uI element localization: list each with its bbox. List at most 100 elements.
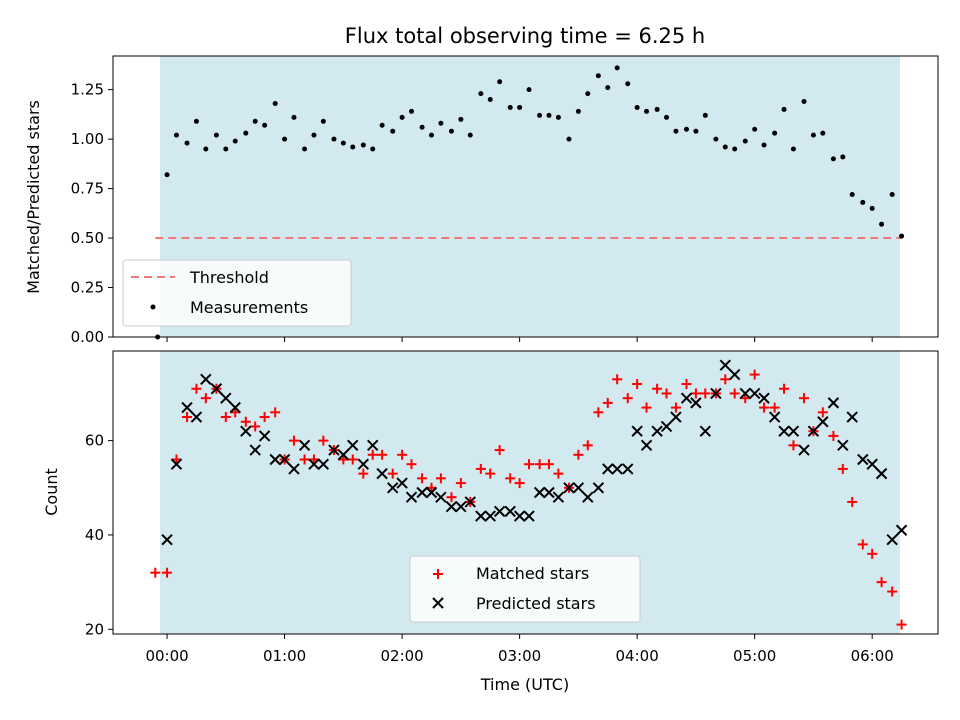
- matched-star-point: [817, 407, 828, 418]
- predicted-star-point: [190, 411, 203, 423]
- predicted-star-point: [328, 444, 340, 456]
- measurement-point: [537, 112, 543, 118]
- matched-star-point: [573, 449, 584, 460]
- matched-star-point: [828, 430, 839, 441]
- measurement-point: [849, 192, 855, 198]
- predicted-star-point: [895, 524, 908, 536]
- measurement-point: [722, 144, 728, 150]
- measurement-point: [184, 140, 190, 146]
- measurement-point: [684, 126, 690, 132]
- matched-star-point: [690, 388, 701, 399]
- matched-star-point: [220, 412, 231, 423]
- bottom-y-tick-label: 20: [85, 620, 104, 638]
- measurement-point: [546, 112, 552, 118]
- predicted-star-point: [425, 486, 438, 499]
- matched-star-point: [406, 459, 417, 470]
- measurement-point: [761, 142, 767, 148]
- matched-star-point: [799, 393, 810, 404]
- predicted-star-point: [827, 397, 840, 409]
- bottom-legend: Matched stars Predicted stars: [409, 555, 641, 623]
- measurement-point: [213, 132, 219, 138]
- predicted-star-point: [651, 425, 663, 437]
- top-y-tick-label: 1.25: [71, 81, 104, 99]
- top-y-axis-label: Matched/Predicted stars: [24, 100, 43, 294]
- measurement-point: [350, 144, 356, 150]
- predicted-star-point: [572, 482, 585, 494]
- matched-star-point: [593, 407, 604, 418]
- predicted-star-point: [778, 425, 790, 437]
- measurement-point: [781, 106, 787, 112]
- matched-star-point: [729, 388, 740, 399]
- measurement-point: [810, 132, 816, 138]
- predicted-star-point: [308, 458, 320, 470]
- top-legend-box: [122, 259, 352, 327]
- predicted-star-point: [405, 491, 418, 503]
- matched-legend-label: Matched stars: [476, 564, 589, 583]
- measurement-point: [419, 124, 425, 130]
- x-axis-label: Time (UTC): [480, 675, 569, 694]
- predicted-star-point: [817, 416, 829, 428]
- matched-star-point: [759, 402, 770, 413]
- measurement-point: [801, 99, 807, 105]
- predicted-star-point: [866, 458, 878, 470]
- predicted-star-point: [376, 467, 388, 480]
- bottom-axes-frame: [112, 350, 939, 635]
- measurement-point: [478, 91, 484, 97]
- predicted-star-point: [220, 392, 232, 404]
- measurement-point: [790, 146, 796, 152]
- predicted-star-point: [798, 444, 810, 456]
- matched-star-point: [162, 567, 173, 578]
- predicted-star-point: [298, 439, 311, 452]
- measurement-point: [860, 199, 866, 205]
- matched-star-point: [769, 402, 780, 413]
- measurement-point: [595, 73, 601, 79]
- measurement-point: [497, 79, 503, 85]
- predicted-star-point: [523, 510, 535, 522]
- predicted-star-point: [337, 449, 350, 461]
- matched-star-point: [544, 459, 555, 470]
- matched-star-point: [582, 440, 593, 451]
- bottom-y-tick-label: 60: [85, 432, 104, 450]
- bottom-marks: [150, 359, 908, 630]
- matched-star-point: [455, 478, 466, 489]
- measurement-point: [732, 146, 738, 152]
- measurement-point: [840, 154, 846, 160]
- measurement-point: [438, 120, 444, 126]
- matched-star-point: [494, 445, 505, 456]
- matched-star-point: [720, 374, 731, 385]
- predicted-star-point: [181, 401, 193, 414]
- matched-star-point: [299, 454, 310, 465]
- matched-star-point: [749, 369, 760, 380]
- predicted-star-point: [857, 453, 869, 466]
- matched-star-point: [475, 463, 486, 474]
- predicted-star-point: [249, 444, 261, 456]
- predicted-star-point: [758, 392, 770, 404]
- measurement-point: [772, 130, 778, 136]
- x-tick-label: 01:00: [263, 647, 306, 665]
- matched-star-point: [641, 402, 652, 413]
- predicted-star-point: [240, 425, 252, 437]
- measurement-point: [173, 132, 179, 138]
- predicted-star-point: [504, 505, 516, 518]
- matched-star-point: [182, 412, 193, 423]
- matched-star-point: [358, 468, 369, 479]
- predicted-star-point: [552, 491, 565, 503]
- predicted-star-point: [875, 467, 888, 480]
- measurement-point: [360, 142, 366, 148]
- predicted-star-point: [602, 463, 614, 475]
- measurement-point: [702, 112, 708, 118]
- predicted-star-point: [367, 439, 379, 452]
- predicted-star-point: [640, 439, 653, 452]
- measurement-point: [752, 126, 758, 132]
- predicted-star-point: [563, 482, 575, 494]
- predicted-star-point: [210, 383, 223, 395]
- measurement-point: [830, 156, 836, 162]
- measurement-point: [654, 106, 660, 112]
- top-y-tick-label: 1.00: [71, 130, 104, 148]
- chart-title: Flux total observing time = 6.25 h: [345, 24, 705, 48]
- measurement-point: [634, 104, 640, 110]
- measurement-point: [625, 81, 631, 87]
- matched-star-point: [847, 496, 858, 507]
- measurement-point: [164, 172, 170, 178]
- measurement-point: [664, 114, 670, 120]
